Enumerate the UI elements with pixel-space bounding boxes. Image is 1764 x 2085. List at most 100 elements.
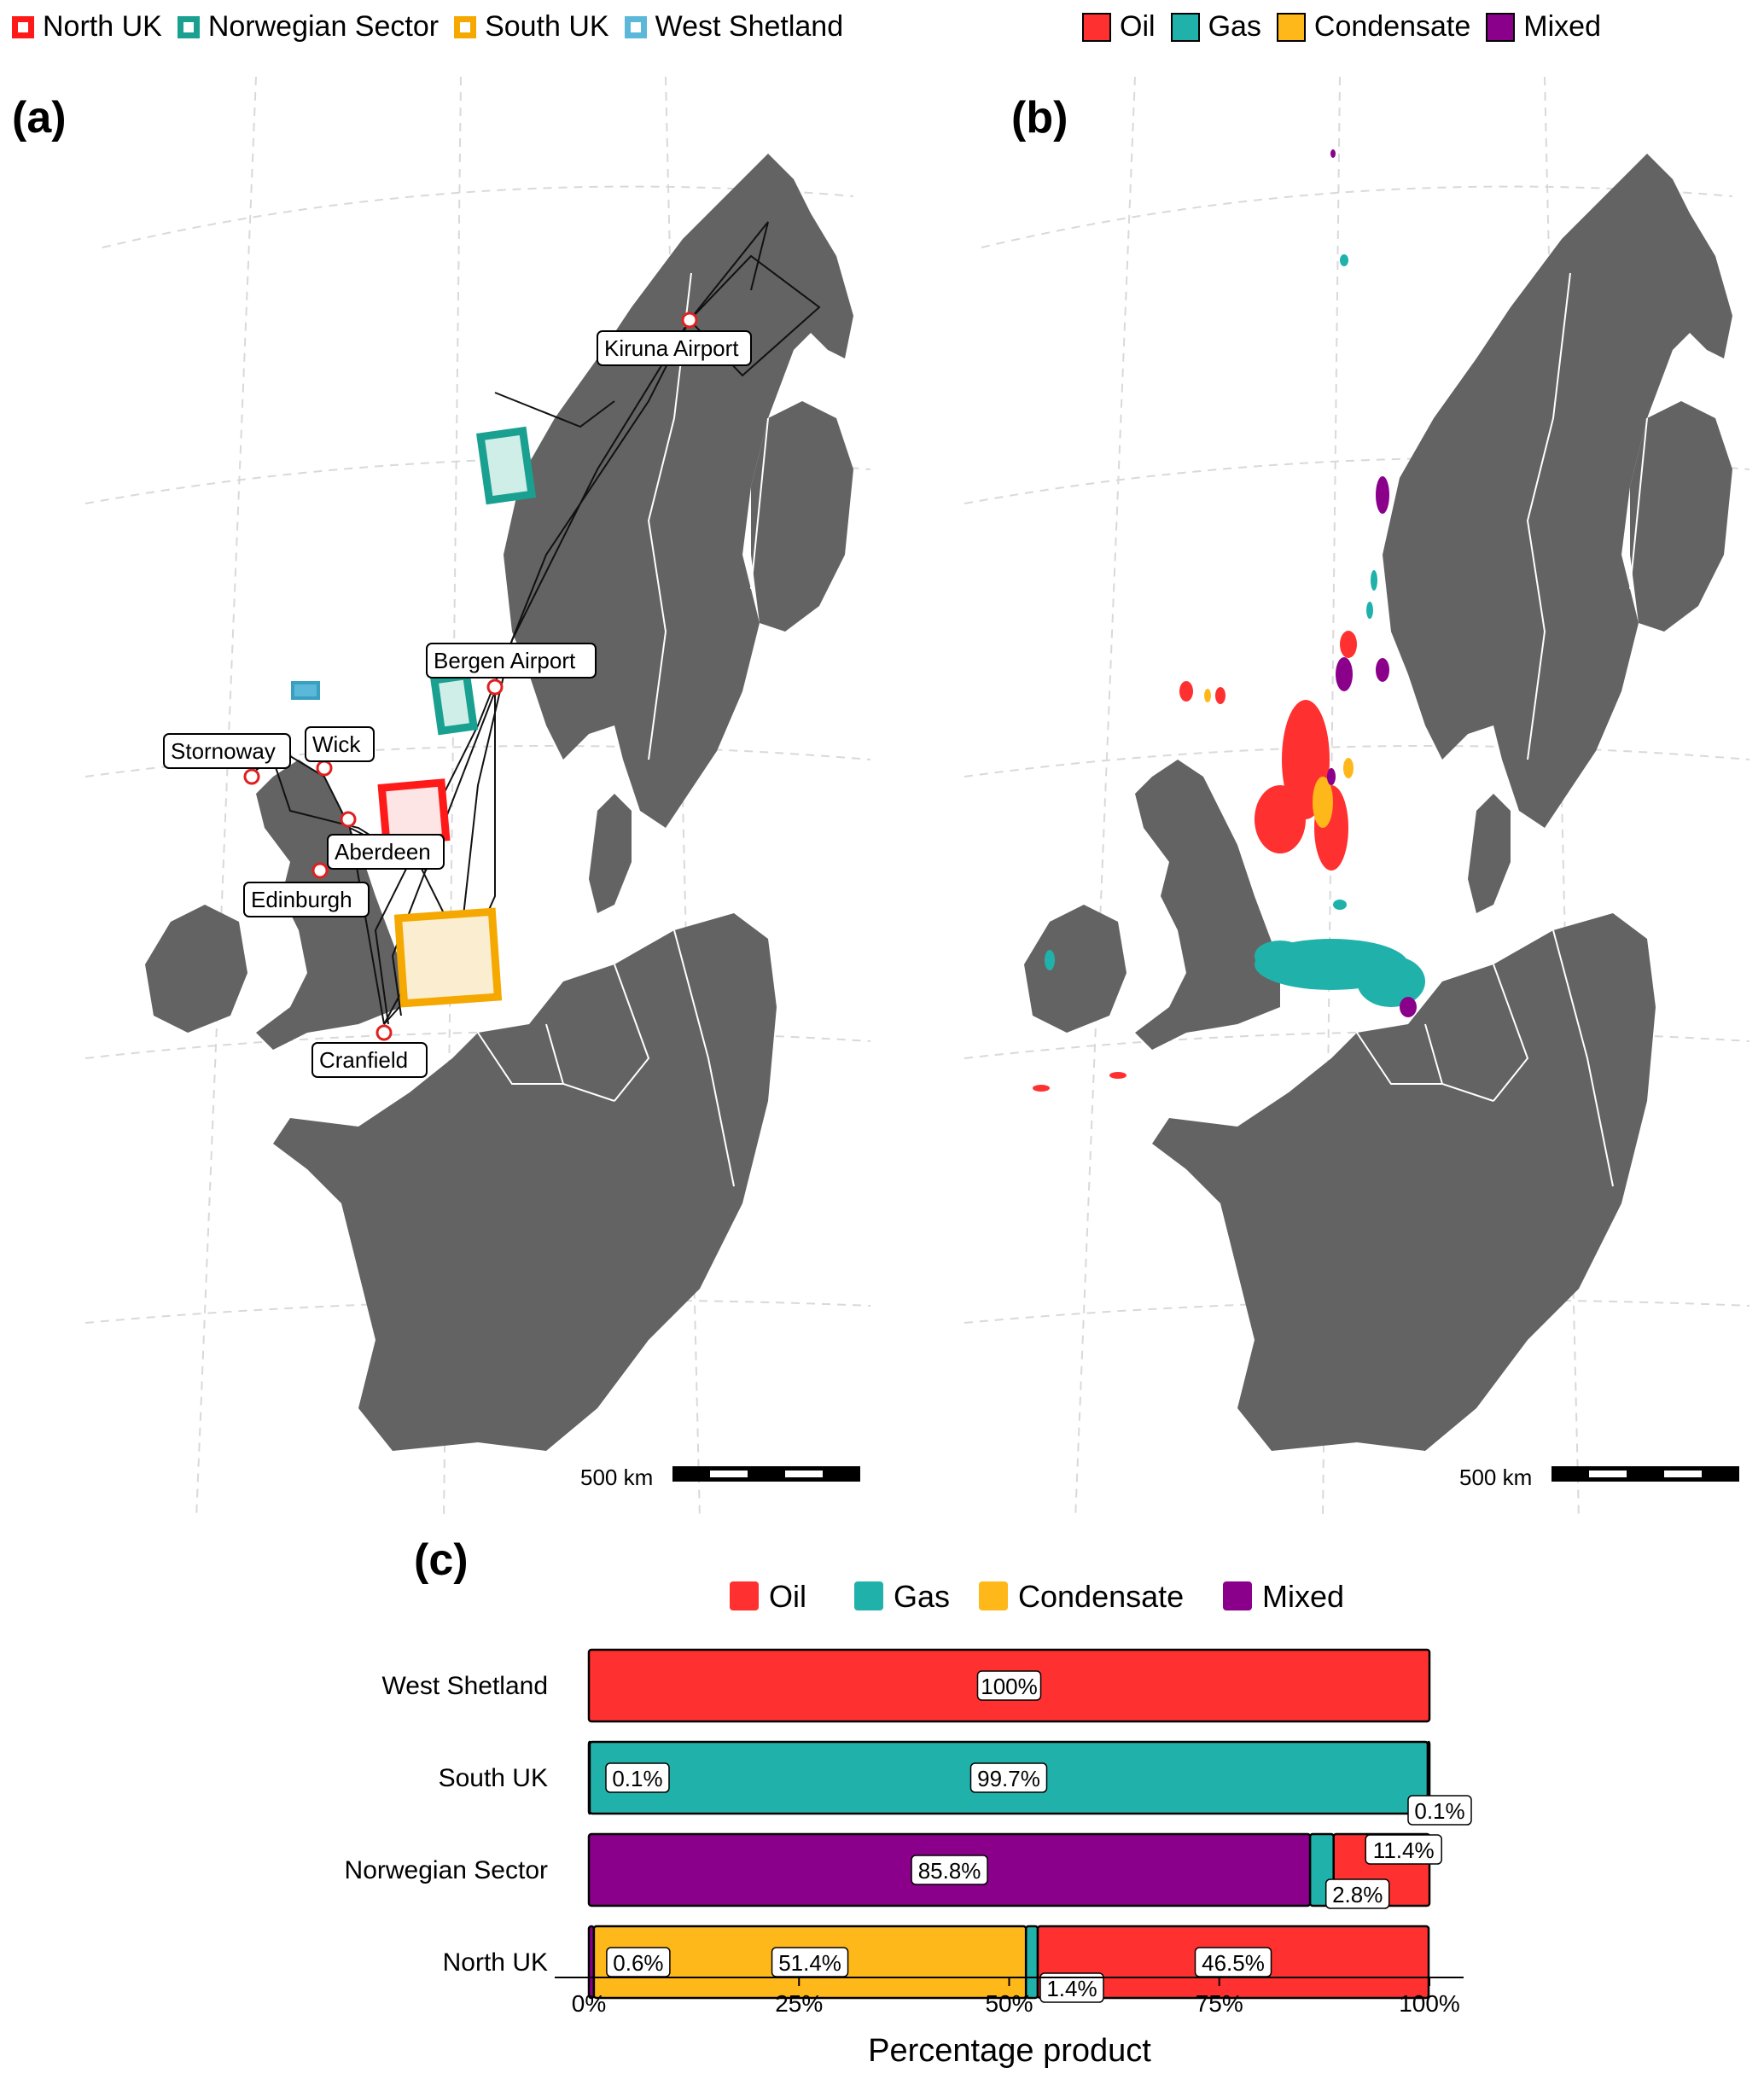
chart-legend-item-oil: Oil [730, 1579, 806, 1614]
condensate-fields [1204, 689, 1354, 828]
data-label: 0.6% [606, 1947, 671, 1977]
legend-label: Norwegian Sector [207, 10, 440, 43]
scale-label: 500 km [580, 1465, 653, 1490]
bars [587, 1648, 1431, 2000]
city-label-edinburgh: Edinburgh [243, 882, 370, 917]
region-box-west-shetland [291, 681, 320, 700]
category-labels: West Shetland South UK Norwegian Sector Nor… [345, 1672, 548, 1977]
legend-label: Gas [1208, 10, 1261, 43]
panel-label-b: (b) [1011, 93, 1068, 143]
legend-swatch [1486, 12, 1516, 42]
country-borders [1356, 272, 1648, 1187]
chart-legend-item-mixed: Mixed [1223, 1579, 1344, 1614]
city-label-aberdeen: Aberdeen [327, 834, 445, 870]
city-markers [243, 312, 698, 1041]
legend-item-north-uk: North UK [12, 10, 162, 44]
data-label: 100% [976, 1670, 1042, 1701]
city-label-text: Cranfield [319, 1047, 408, 1073]
bar-segment-gas [1024, 1925, 1039, 2000]
chart-legend-item-gas: Gas [854, 1579, 950, 1614]
category-label: North UK [443, 1948, 548, 1977]
category-label: West Shetland [381, 1672, 548, 1700]
data-label: 0.1% [605, 1762, 670, 1793]
legend-item-gas: Gas [1170, 10, 1261, 44]
x-tick-label: 25% [775, 1990, 823, 2017]
city-labels: Kiruna Airport Bergen Airport Stornoway … [163, 330, 752, 1078]
legend-swatch [177, 15, 200, 38]
legend-swatch [1082, 12, 1111, 42]
panel-label-c: (c) [414, 1535, 469, 1585]
x-tick-label: 50% [985, 1990, 1033, 2017]
region-box-norwegian-north [476, 426, 537, 505]
data-label-text: 0.6% [613, 1950, 663, 1976]
data-labels: 100% 0.1% 99.7% 0.1% 85.8% 2.8% 11.4% 0.6% 51.4%… [605, 1670, 1472, 2003]
legend-item-mixed: Mixed [1486, 10, 1601, 44]
legend-label: South UK [485, 10, 609, 43]
data-label-text: 2.8% [1332, 1882, 1383, 1907]
legend-swatch [1170, 12, 1200, 42]
chart-legend-swatch [854, 1581, 883, 1610]
legend-item-oil: Oil [1082, 10, 1156, 44]
city-label-text: Wick [312, 731, 361, 757]
city-label-text: Aberdeen [335, 839, 431, 865]
category-label: Norwegian Sector [345, 1856, 548, 1884]
data-label: 0.1% [1407, 1795, 1472, 1826]
oil-fields [1033, 631, 1357, 1092]
legend-item-norwegian-sector: Norwegian Sector [177, 10, 440, 44]
chart-legend-swatch [1223, 1581, 1252, 1610]
chart-legend-label: Gas [894, 1579, 950, 1614]
chart-legend-item-condensate: Condensate [979, 1579, 1184, 1614]
data-label-text: 51.4% [778, 1950, 841, 1976]
legend-item-condensate: Condensate [1276, 10, 1470, 44]
region-box-south-uk [393, 907, 503, 1008]
category-label: South UK [439, 1764, 548, 1792]
data-label-text: 1.4% [1046, 1976, 1097, 2001]
legend-item-south-uk: South UK [454, 10, 609, 44]
chart-legend-label: Oil [769, 1579, 806, 1614]
region-legend: North UK Norwegian Sector South UK West … [12, 10, 843, 44]
legend-swatch [454, 15, 477, 38]
city-label-bergen: Bergen Airport [426, 643, 597, 678]
data-label-text: 85.8% [918, 1858, 981, 1884]
gas-fields [1045, 254, 1425, 1007]
region-box-norwegian-bergen [429, 671, 479, 736]
data-label: 2.8% [1324, 1878, 1390, 1909]
x-tick-label: 75% [1196, 1990, 1243, 2017]
city-label-text: Kiruna Airport [604, 335, 739, 361]
city-label-stornoway: Stornoway [163, 733, 291, 769]
data-label-text: 11.4% [1373, 1837, 1435, 1863]
x-tick-label: 0% [572, 1990, 606, 2017]
legend-swatch [1276, 12, 1306, 42]
data-label: 1.4% [1039, 1972, 1104, 2003]
x-axis-title: Percentage product [868, 2033, 1151, 2069]
legend-label: North UK [43, 10, 162, 43]
scale-label: 500 km [1459, 1465, 1532, 1490]
city-label-wick: Wick [305, 726, 375, 762]
chart-legend-label: Condensate [1018, 1579, 1184, 1614]
map-oil-gas-fields: 500 km [964, 77, 1750, 1519]
city-label-text: Bergen Airport [434, 648, 576, 673]
data-label-text: 46.5% [1202, 1950, 1265, 1976]
city-label-text: Stornoway [171, 738, 276, 764]
data-label-text: 0.1% [1414, 1798, 1464, 1824]
data-label-text: 0.1% [612, 1766, 662, 1791]
data-label: 11.4% [1365, 1834, 1442, 1865]
data-label: 99.7% [969, 1762, 1048, 1793]
product-share-chart: (c) Oil Gas Condensate Mixed West Shetland S… [345, 1535, 1472, 2069]
data-label: 46.5% [1194, 1947, 1272, 1977]
legend-label: West Shetland [655, 10, 844, 43]
x-tick-label: 100% [1399, 1990, 1460, 2017]
map-flight-tracks: Kiruna Airport Bergen Airport Stornoway … [84, 77, 871, 1519]
data-label: 85.8% [911, 1855, 988, 1885]
panel-label-a: (a) [12, 93, 67, 143]
land [1024, 154, 1732, 1451]
city-label-text: Edinburgh [251, 887, 352, 912]
data-label: 51.4% [771, 1947, 849, 1977]
city-label-cranfield: Cranfield [311, 1042, 428, 1078]
x-ticks: 0% 25% 50% 75% 100% [572, 1977, 1460, 2017]
legend-swatch [624, 15, 647, 38]
country-borders [477, 272, 769, 1187]
scale-bar: 500 km [1459, 1465, 1739, 1490]
scale-bar: 500 km [580, 1465, 860, 1490]
product-legend: Oil Gas Condensate Mixed [1082, 10, 1601, 44]
